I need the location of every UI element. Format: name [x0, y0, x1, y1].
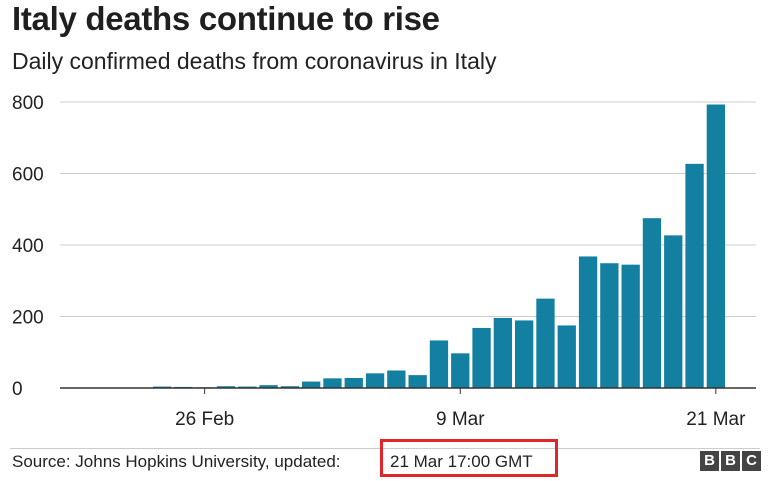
bar: [536, 298, 555, 388]
bar: [515, 320, 534, 388]
y-tick-label: 0: [12, 379, 23, 400]
bbc-logo-letter: B: [721, 451, 740, 471]
bar-chart: 0 200 400 600 800 26 Feb 9 Mar 21 Mar: [12, 93, 756, 430]
chart-subtitle: Daily confirmed deaths from coronavirus …: [12, 48, 497, 74]
bar: [664, 235, 683, 388]
footer-divider: [10, 448, 760, 449]
bar: [216, 386, 236, 388]
source-text: Source: Johns Hopkins University, update…: [12, 452, 341, 471]
x-tick-label: 9 Mar: [436, 409, 485, 430]
chart-title: Italy deaths continue to rise: [12, 0, 440, 37]
bar: [600, 263, 619, 388]
bar: [621, 264, 640, 388]
bar: [472, 327, 491, 388]
bar: [365, 373, 385, 388]
bbc-logo: B B C: [700, 451, 761, 471]
y-tick-label: 200: [12, 308, 44, 329]
bar: [685, 163, 704, 388]
y-tick-label: 400: [12, 236, 44, 257]
updated-highlight-box: [380, 439, 558, 477]
bar: [557, 325, 576, 388]
bar: [493, 317, 513, 388]
bar: [323, 378, 342, 388]
bar: [259, 385, 278, 388]
x-tick-label: 26 Feb: [175, 409, 234, 430]
bar: [387, 370, 406, 388]
bar: [706, 104, 726, 388]
bar: [344, 377, 363, 388]
y-tick-label: 600: [12, 165, 44, 186]
x-tick-label: 21 Mar: [686, 409, 746, 430]
bar: [302, 381, 321, 388]
bbc-logo-letter: C: [742, 451, 761, 471]
y-tick-label: 800: [12, 93, 44, 114]
bar: [429, 340, 449, 388]
bar: [578, 256, 598, 388]
bbc-logo-letter: B: [700, 451, 719, 471]
bar: [280, 386, 300, 388]
updated-timestamp: 21 Mar 17:00 GMT: [390, 452, 533, 471]
bar: [408, 375, 427, 388]
bar: [451, 353, 470, 388]
bar: [642, 218, 662, 388]
